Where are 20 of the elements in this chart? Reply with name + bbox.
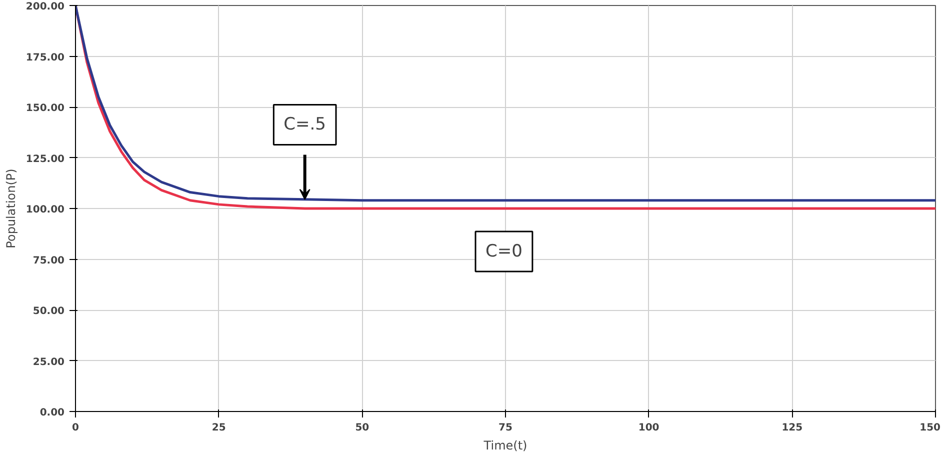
x-tick-label: 100 bbox=[638, 422, 660, 434]
x-tick-label: 75 bbox=[498, 422, 512, 434]
annotation: C=0 bbox=[486, 242, 522, 262]
annotation: C=.5 bbox=[284, 114, 326, 135]
y-tick-label: 100.00 bbox=[26, 204, 65, 216]
y-tick-label: 75.00 bbox=[32, 255, 65, 266]
y-tick-label: 50.00 bbox=[32, 306, 65, 317]
y-tick-label: 175.00 bbox=[26, 52, 65, 64]
x-tick-label: 25 bbox=[212, 422, 226, 434]
y-tick-label: 25.00 bbox=[32, 356, 65, 368]
x-axis-title: Time(t) bbox=[482, 438, 528, 452]
x-tick-label: 50 bbox=[355, 422, 370, 434]
y-tick-label: 125.00 bbox=[26, 154, 65, 165]
x-tick-label: 150 bbox=[920, 422, 941, 434]
y-axis-title: Population(P) bbox=[4, 168, 18, 248]
x-tick-label: 125 bbox=[782, 422, 803, 434]
y-tick-label: 0.00 bbox=[40, 408, 65, 418]
y-tick-label: 200.00 bbox=[26, 2, 65, 12]
y-tick-label: 150.00 bbox=[26, 103, 65, 114]
x-tick-label: 0 bbox=[72, 422, 80, 434]
